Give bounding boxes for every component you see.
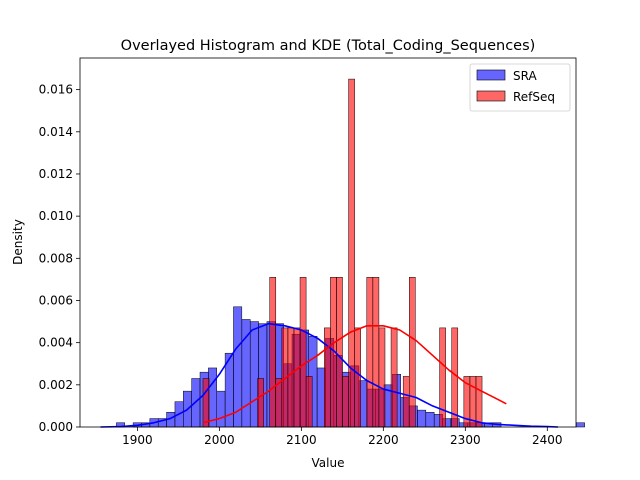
x-tick-label: 2200 — [368, 433, 399, 447]
histogram-bar — [475, 376, 483, 428]
y-axis-label: Density — [11, 219, 25, 265]
histogram-bar — [249, 321, 259, 428]
y-tick-label: 0.006 — [39, 293, 73, 307]
axes-frame — [79, 57, 577, 428]
histogram-bar — [269, 277, 277, 428]
histogram-bar — [299, 277, 307, 428]
histogram-bar — [241, 319, 251, 428]
legend-swatch-refseq — [476, 90, 506, 102]
histogram-bar — [208, 367, 217, 428]
histogram-bar — [257, 378, 264, 428]
histogram-bar — [348, 78, 355, 428]
histogram-bar — [366, 277, 374, 428]
histogram-bar — [202, 378, 210, 428]
y-tick-label: 0.016 — [39, 83, 73, 97]
x-axis: 1900 2000 2100 2200 2300 2400 — [122, 427, 563, 447]
x-tick-label: 2000 — [204, 433, 235, 447]
x-tick-label: 2400 — [532, 433, 563, 447]
histogram-bar — [378, 327, 386, 428]
histogram-bar — [390, 327, 398, 428]
x-axis-label: Value — [312, 456, 345, 470]
histogram-bar — [293, 327, 301, 428]
y-tick-label: 0.004 — [39, 336, 73, 350]
histogram-bar — [439, 327, 446, 428]
histogram-bar — [451, 327, 459, 428]
kde-line-refseq — [202, 324, 507, 424]
y-tick-label: 0.002 — [39, 378, 73, 392]
histogram-bar — [342, 376, 349, 428]
histogram-bar — [409, 277, 416, 428]
histogram-bar — [402, 376, 410, 428]
x-tick-label: 2300 — [450, 433, 481, 447]
legend-label-sra: SRA — [513, 69, 537, 83]
histogram-bar — [372, 277, 380, 428]
histogram-bar — [354, 327, 361, 428]
y-tick-label: 0.014 — [39, 125, 73, 139]
y-tick-label: 0.012 — [39, 167, 73, 181]
kde-line-sra — [100, 322, 558, 428]
legend-label-refseq: RefSeq — [513, 90, 555, 104]
histogram-bar — [336, 277, 343, 428]
histogram-bar — [305, 376, 313, 428]
histogram-bar — [287, 327, 295, 428]
histogram-bar — [417, 409, 427, 428]
histogram-bar — [425, 411, 435, 428]
x-tick-label: 2100 — [286, 433, 317, 447]
histogram-bar — [324, 327, 331, 428]
histogram-bar — [576, 422, 585, 428]
y-tick-label: 0.010 — [39, 209, 73, 223]
legend: SRA RefSeq — [469, 63, 571, 112]
y-tick-label: 0.000 — [39, 420, 73, 434]
x-tick-label: 1900 — [122, 433, 153, 447]
histogram-bar — [216, 390, 226, 428]
histogram-refseq — [202, 78, 483, 428]
y-axis: 0.000 0.002 0.004 0.006 0.008 0.010 0.012 0.014… — [39, 83, 80, 434]
legend-swatch-sra — [476, 69, 506, 81]
chart-title: Overlayed Histogram and KDE (Total_Codin… — [121, 38, 536, 54]
plot-area — [100, 78, 585, 428]
y-tick-label: 0.008 — [39, 251, 73, 265]
